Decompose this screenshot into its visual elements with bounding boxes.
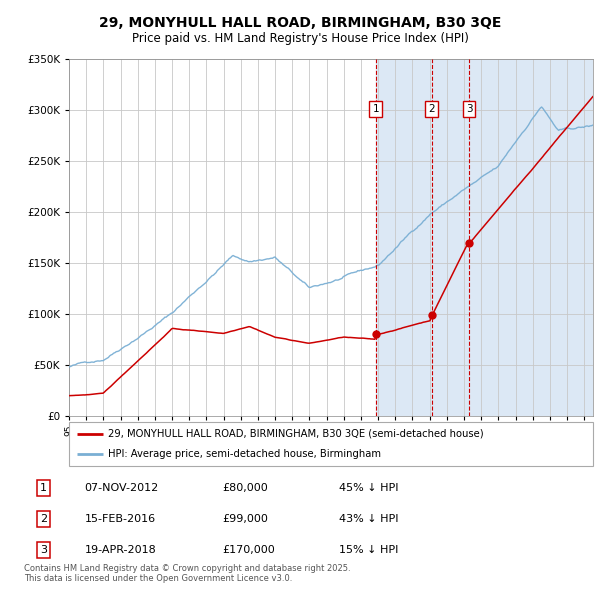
- FancyBboxPatch shape: [69, 422, 593, 466]
- Text: 15-FEB-2016: 15-FEB-2016: [85, 514, 156, 524]
- Text: 2: 2: [428, 104, 435, 114]
- Text: 29, MONYHULL HALL ROAD, BIRMINGHAM, B30 3QE: 29, MONYHULL HALL ROAD, BIRMINGHAM, B30 …: [99, 16, 501, 30]
- Bar: [376, 59, 600, 416]
- Text: 19-APR-2018: 19-APR-2018: [85, 545, 157, 555]
- Text: HPI: Average price, semi-detached house, Birmingham: HPI: Average price, semi-detached house,…: [108, 449, 381, 459]
- Text: 1: 1: [373, 104, 379, 114]
- Text: 29, MONYHULL HALL ROAD, BIRMINGHAM, B30 3QE (semi-detached house): 29, MONYHULL HALL ROAD, BIRMINGHAM, B30 …: [108, 429, 484, 439]
- Text: 1: 1: [40, 483, 47, 493]
- Text: £170,000: £170,000: [223, 545, 275, 555]
- Text: £99,000: £99,000: [223, 514, 269, 524]
- Text: 43% ↓ HPI: 43% ↓ HPI: [338, 514, 398, 524]
- Text: £80,000: £80,000: [223, 483, 268, 493]
- Text: 3: 3: [466, 104, 472, 114]
- Text: 2: 2: [40, 514, 47, 524]
- Text: 45% ↓ HPI: 45% ↓ HPI: [338, 483, 398, 493]
- Text: 3: 3: [40, 545, 47, 555]
- Text: Price paid vs. HM Land Registry's House Price Index (HPI): Price paid vs. HM Land Registry's House …: [131, 32, 469, 45]
- Text: 15% ↓ HPI: 15% ↓ HPI: [338, 545, 398, 555]
- Text: 07-NOV-2012: 07-NOV-2012: [85, 483, 159, 493]
- Text: Contains HM Land Registry data © Crown copyright and database right 2025.
This d: Contains HM Land Registry data © Crown c…: [24, 563, 350, 583]
